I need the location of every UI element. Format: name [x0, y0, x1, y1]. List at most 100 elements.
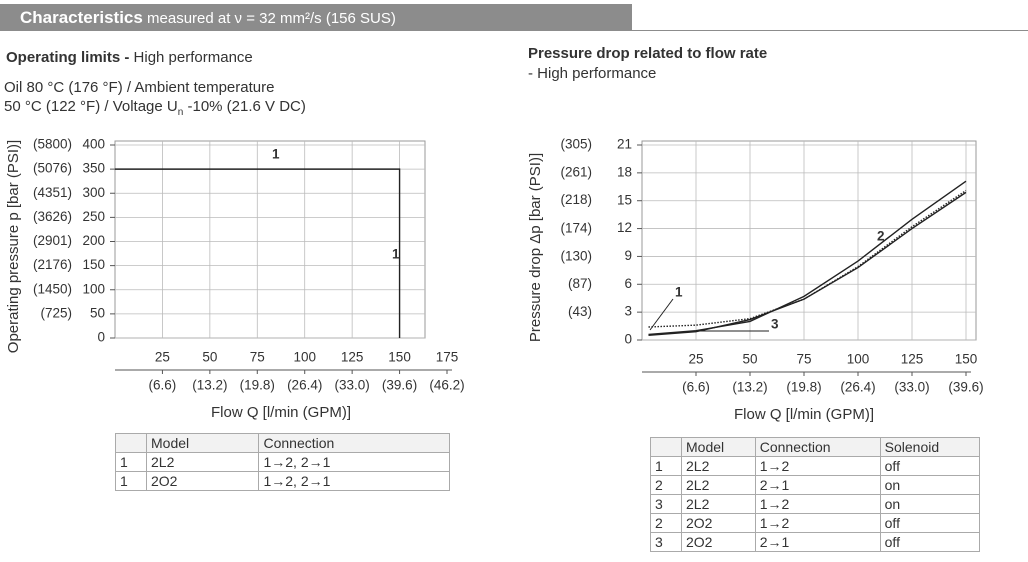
x2-tick-label: (39.6) — [948, 380, 983, 395]
y-tick-label: 400 — [82, 137, 105, 152]
x2-tick-label: (26.4) — [840, 380, 875, 395]
section-subtitle: measured at ν = 32 mm²/s (156 SUS) — [147, 10, 396, 27]
table-cell: 1 — [115, 471, 147, 491]
y2-tick-label: (1450) — [33, 281, 72, 296]
x-tick-label: 25 — [688, 352, 703, 367]
table-header-row: Model Connection Solenoid — [650, 437, 981, 457]
table-cell: 3 — [650, 532, 682, 552]
table-row: 1 2L2 1→2, 2→1 — [115, 452, 450, 472]
table-row: 3 2L2 1→2 on — [650, 494, 981, 514]
header-rule — [632, 30, 1028, 31]
chart-title-note: High performance — [133, 49, 253, 66]
table-corner-cell — [115, 433, 147, 453]
y-axis-label: Operating pressure p [bar (PSI)] — [5, 140, 22, 353]
table-cell: 2 — [650, 475, 682, 495]
table-row: 2 2L2 2→1 on — [650, 475, 981, 495]
y2-tick-label: (174) — [560, 220, 592, 235]
chart-title-bold: Operating limits - — [6, 49, 130, 66]
series-line — [115, 168, 401, 338]
x-tick-label: 150 — [955, 352, 978, 367]
table-row: 3 2O2 2→1 off — [650, 532, 981, 552]
plot-frame — [114, 140, 426, 339]
plot-frame — [641, 140, 977, 341]
y-axis-label: Pressure drop Δp [bar (PSI)] — [527, 153, 544, 342]
table-cell: 1 — [650, 456, 682, 476]
table-cell: 2→1 — [754, 475, 881, 495]
y2-tick-label: (2901) — [33, 233, 72, 248]
series-line — [648, 191, 967, 337]
table-cell: 1→2 — [754, 513, 881, 533]
y-tick-label: 6 — [624, 276, 632, 291]
y2-tick-label: (3626) — [33, 209, 72, 224]
table-cell: 2O2 — [681, 532, 756, 552]
table: Model Connection Solenoid 1 2L2 1→2 off 2 2L2 2→1… — [650, 437, 981, 552]
x-tick-label: 50 — [202, 350, 217, 365]
x-tick-label: 75 — [250, 350, 265, 365]
table-cell: 2L2 — [681, 494, 756, 514]
y2-tick-label: (5800) — [33, 137, 72, 152]
y-tick-label: 0 — [624, 332, 632, 347]
y2-tick-label: (725) — [40, 305, 72, 320]
table-cell: 2→1 — [754, 532, 881, 552]
x2-tick-label: (39.6) — [382, 378, 417, 393]
y-tick-label: 300 — [82, 185, 105, 200]
table-row: 1 2O2 1→2, 2→1 — [115, 471, 450, 491]
series-label: 2 — [877, 229, 885, 244]
x2-tick-label: (33.0) — [894, 380, 929, 395]
table-cell: 1→2 — [754, 494, 881, 514]
table-header-cell: Model — [145, 433, 260, 453]
x-tick-label: 125 — [901, 352, 924, 367]
x2-tick-label: (19.8) — [786, 380, 821, 395]
table-cell: off — [879, 532, 981, 552]
table-header-cell: Solenoid — [879, 437, 981, 457]
x2-tick-label: (46.2) — [429, 378, 464, 393]
y-tick-label: 100 — [82, 281, 105, 296]
table-cell: off — [879, 456, 981, 476]
annotation: 1 — [272, 147, 280, 162]
x-axis-label: Flow Q [l/min (GPM)] — [211, 404, 351, 421]
y2-tick-label: (87) — [568, 276, 592, 291]
chart-subtitle: 50 °C (122 °F) / Voltage Un -10% (21.6 V… — [4, 98, 306, 118]
chart-subtitle: Oil 80 °C (176 °F) / Ambient temperature — [4, 79, 275, 96]
subtitle-subscript: n — [177, 107, 184, 118]
table-corner-cell — [650, 437, 682, 457]
table-cell: 2O2 — [145, 471, 260, 491]
x2-tick-label: (19.8) — [240, 378, 275, 393]
table-cell: 1 — [115, 452, 147, 472]
y-tick-label: 200 — [82, 233, 105, 248]
y2-tick-label: (4351) — [33, 185, 72, 200]
y2-tick-label: (5076) — [33, 161, 72, 176]
section-title: Characteristics — [20, 8, 143, 27]
table-header-cell: Model — [681, 437, 756, 457]
x-tick-label: 50 — [742, 352, 757, 367]
x-axis-label: Flow Q [l/min (GPM)] — [734, 406, 874, 423]
y-tick-label: 12 — [617, 220, 632, 235]
subtitle-part: 50 °C (122 °F) / Voltage U — [4, 98, 178, 115]
x-tick-label: 175 — [436, 350, 459, 365]
y2-tick-label: (2176) — [33, 257, 72, 272]
y-tick-label: 150 — [82, 257, 105, 272]
chart-title: Operating limits - High performance — [6, 49, 253, 66]
table-cell: on — [879, 475, 981, 495]
table-cell: 1→2, 2→1 — [258, 471, 450, 491]
x2-tick-label: (13.2) — [192, 378, 227, 393]
x-tick-label: 75 — [796, 352, 811, 367]
series-label: 3 — [771, 317, 779, 332]
y2-tick-label: (43) — [568, 304, 592, 319]
chart-subtitle: - High performance — [528, 65, 657, 82]
x2-tick-label: (13.2) — [732, 380, 767, 395]
y-tick-label: 250 — [82, 209, 105, 224]
y-tick-label: 0 — [97, 330, 105, 345]
y-tick-label: 18 — [617, 164, 632, 179]
table-cell: 2 — [650, 513, 682, 533]
y2-tick-label: (218) — [560, 192, 592, 207]
y-tick-label: 9 — [624, 248, 632, 263]
y2-tick-label: (261) — [560, 165, 592, 180]
y-tick-label: 350 — [82, 161, 105, 176]
table-cell: on — [879, 494, 981, 514]
table-cell: 1→2, 2→1 — [258, 452, 450, 472]
x2-tick-label: (26.4) — [287, 378, 322, 393]
x-tick-label: 100 — [293, 350, 316, 365]
